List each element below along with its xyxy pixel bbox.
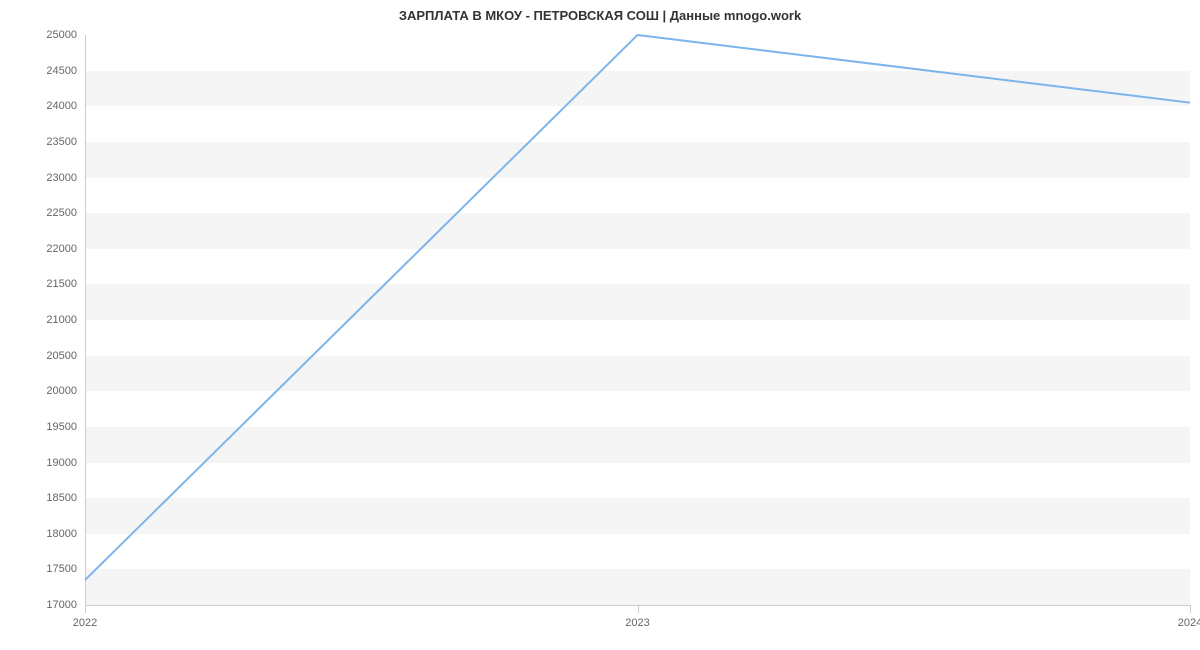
y-tick-label: 25000 xyxy=(0,29,77,41)
y-tick-label: 22000 xyxy=(0,243,77,255)
y-tick-label: 21500 xyxy=(0,278,77,290)
x-tick-label: 2024 xyxy=(1178,617,1200,629)
y-tick-label: 21000 xyxy=(0,314,77,326)
plot-area xyxy=(85,35,1190,605)
y-tick-label: 17500 xyxy=(0,563,77,575)
chart-title: ЗАРПЛАТА В МКОУ - ПЕТРОВСКАЯ СОШ | Данны… xyxy=(0,8,1200,23)
y-tick-label: 18000 xyxy=(0,528,77,540)
x-tick-mark xyxy=(85,605,86,613)
x-tick-label: 2023 xyxy=(625,617,649,629)
y-tick-label: 24500 xyxy=(0,65,77,77)
y-tick-label: 20000 xyxy=(0,385,77,397)
x-tick-mark xyxy=(638,605,639,613)
y-tick-label: 20500 xyxy=(0,350,77,362)
y-tick-label: 22500 xyxy=(0,207,77,219)
x-tick-mark xyxy=(1190,605,1191,613)
y-tick-label: 23500 xyxy=(0,136,77,148)
y-tick-label: 19500 xyxy=(0,421,77,433)
y-tick-label: 19000 xyxy=(0,457,77,469)
y-tick-label: 23000 xyxy=(0,172,77,184)
y-tick-label: 24000 xyxy=(0,100,77,112)
x-tick-label: 2022 xyxy=(73,617,97,629)
y-tick-label: 17000 xyxy=(0,599,77,611)
y-tick-label: 18500 xyxy=(0,492,77,504)
chart-container: ЗАРПЛАТА В МКОУ - ПЕТРОВСКАЯ СОШ | Данны… xyxy=(0,0,1200,650)
series-line xyxy=(85,35,1190,605)
